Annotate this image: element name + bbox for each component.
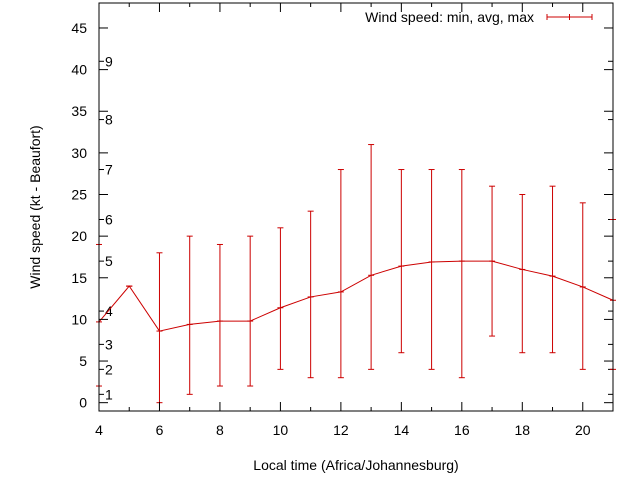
error-bar	[337, 169, 344, 379]
error-bar	[398, 169, 405, 354]
beaufort-scale: 1 2 3 4 5 6 7 8 9	[99, 53, 613, 402]
legend: Wind speed: min, avg, max	[365, 9, 593, 25]
series-line	[98, 260, 614, 332]
beaufort-label: 8	[105, 112, 113, 128]
beaufort-label: 9	[105, 53, 113, 69]
x-axis: 4 6 8 10 12 14 16 18 20	[95, 3, 614, 438]
y-tick-label: 20	[71, 228, 87, 244]
x-tick-label: 12	[333, 422, 349, 438]
error-bar	[186, 235, 193, 395]
beaufort-label: 3	[105, 336, 113, 352]
beaufort-label: 1	[105, 386, 113, 402]
beaufort-label: 7	[105, 162, 113, 178]
beaufort-label: 2	[105, 361, 113, 377]
error-bar	[307, 210, 314, 379]
x-axis-label: Local time (Africa/Johannesburg)	[253, 457, 458, 473]
x-tick-label: 20	[575, 422, 591, 438]
y-tick-label: 25	[71, 187, 87, 203]
y-tick-label: 40	[71, 62, 87, 78]
y-tick-label: 45	[71, 20, 87, 36]
error-bar	[216, 243, 223, 387]
x-tick-label: 14	[394, 422, 410, 438]
legend-label: Wind speed: min, avg, max	[365, 9, 534, 25]
error-bar	[579, 202, 586, 370]
beaufort-label: 4	[105, 303, 113, 319]
y-axis-label: Wind speed (kt - Beaufort)	[27, 125, 43, 288]
beaufort-label: 5	[105, 253, 113, 269]
error-bar	[549, 185, 556, 354]
beaufort-label: 6	[105, 211, 113, 227]
plot-frame	[98, 2, 614, 412]
y-tick-label: 35	[71, 103, 87, 119]
error-bar	[489, 185, 496, 337]
series-wind-speed	[96, 144, 616, 404]
error-bar	[428, 169, 435, 370]
x-tick-label: 10	[273, 422, 289, 438]
x-tick-label: 16	[454, 422, 470, 438]
x-tick-label: 4	[95, 422, 103, 438]
x-tick-label: 8	[216, 422, 224, 438]
y-tick-label: 0	[79, 395, 87, 411]
y-tick-label: 15	[71, 270, 87, 286]
error-bar	[368, 144, 375, 370]
y-tick-label: 5	[79, 353, 87, 369]
y-tick-label: 30	[71, 145, 87, 161]
x-tick-label: 18	[515, 422, 531, 438]
x-tick-label: 6	[156, 422, 164, 438]
error-bar	[247, 235, 254, 387]
error-bar	[519, 194, 526, 354]
error-bar	[458, 169, 465, 379]
y-tick-label: 10	[71, 311, 87, 327]
error-bar	[277, 227, 284, 370]
